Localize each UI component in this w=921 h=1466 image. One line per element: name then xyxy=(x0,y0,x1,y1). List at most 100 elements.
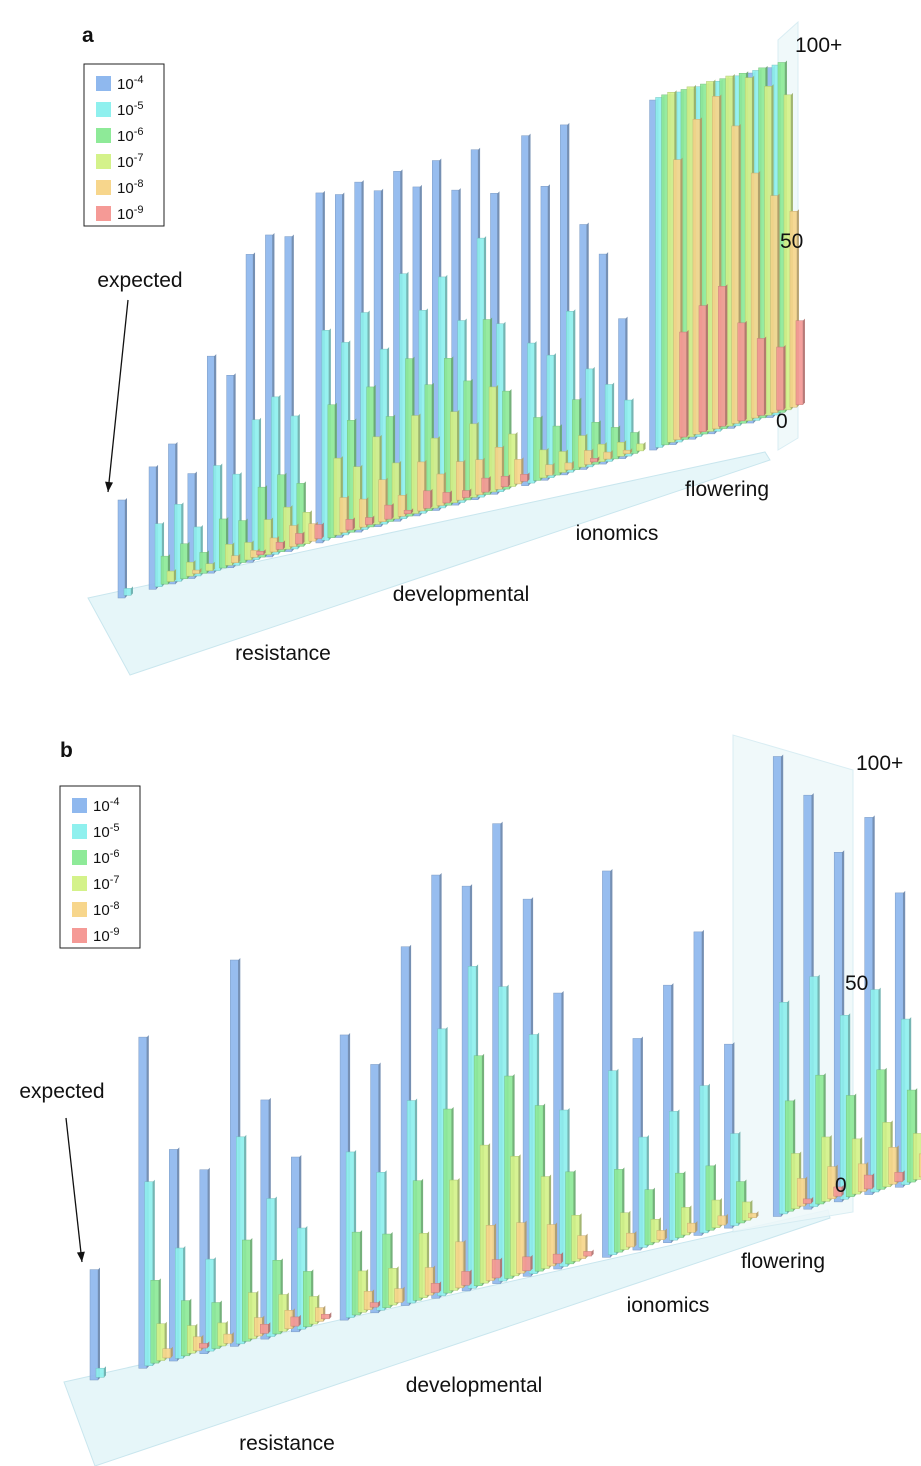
group-label: ionomics xyxy=(576,522,659,545)
bar-segment xyxy=(260,1323,269,1334)
bar-side xyxy=(430,488,433,509)
bar-stack xyxy=(339,1032,381,1321)
bar-stack xyxy=(833,850,875,1203)
bar-side xyxy=(783,345,786,411)
bar-stack xyxy=(117,498,133,599)
bar-side xyxy=(372,515,375,525)
legend-swatch xyxy=(72,876,87,891)
bar-stack xyxy=(168,441,202,585)
panel-label: a xyxy=(82,24,94,47)
bar-segment xyxy=(795,320,804,405)
bar-stack xyxy=(553,991,594,1270)
bar-side xyxy=(439,1281,442,1293)
z-tick-label: 100+ xyxy=(856,752,903,775)
bar-side xyxy=(131,586,133,596)
bar-side xyxy=(469,488,472,498)
bar-stack xyxy=(490,191,530,495)
legend-swatch xyxy=(96,76,111,91)
bar-side xyxy=(705,303,708,432)
bar-side xyxy=(552,462,555,476)
bar-side xyxy=(630,448,633,454)
bar-side xyxy=(643,441,646,451)
bar-segment xyxy=(95,1367,105,1378)
bar-side xyxy=(321,522,324,539)
bar-segment xyxy=(117,499,126,599)
bar-segment xyxy=(166,570,175,582)
bar-segment xyxy=(256,551,264,556)
bar-side xyxy=(199,568,202,574)
bar-side xyxy=(391,503,394,520)
bar-segment xyxy=(748,1212,757,1219)
bar-side xyxy=(571,460,574,470)
bar-segment xyxy=(656,1230,666,1240)
bar-segment xyxy=(394,1288,403,1303)
bar-side xyxy=(174,569,177,582)
bar-side xyxy=(902,1170,905,1182)
bar-stack xyxy=(245,252,286,563)
bar-segment xyxy=(199,1343,208,1349)
bar-stack xyxy=(649,90,689,451)
bar-stack xyxy=(412,184,452,517)
bar-segment xyxy=(192,569,200,574)
group-label: resistance xyxy=(235,642,331,665)
bar-stack xyxy=(663,983,698,1244)
bar-segment xyxy=(756,338,765,416)
bar-side xyxy=(170,1346,173,1358)
annotation-arrowhead xyxy=(76,1251,85,1262)
bar-stack xyxy=(693,929,728,1236)
bar-segment xyxy=(584,450,592,465)
bar-stack xyxy=(230,958,271,1347)
bar-side xyxy=(500,1257,503,1278)
panel-label: b xyxy=(60,739,73,762)
bar-stack xyxy=(602,868,637,1258)
legend-swatch xyxy=(72,850,87,865)
bar-side xyxy=(268,1322,271,1334)
bar-side xyxy=(561,1252,564,1264)
bar-side xyxy=(104,1366,106,1378)
legend-exponent: -6 xyxy=(134,126,144,138)
bar-segment xyxy=(403,509,412,514)
bar-stack xyxy=(864,815,905,1195)
bar-segment xyxy=(481,477,489,493)
bar-side xyxy=(449,490,452,503)
bar-side xyxy=(302,531,305,544)
bar-side xyxy=(283,540,286,550)
bar-segment xyxy=(314,524,323,539)
bar-segment xyxy=(564,462,573,471)
bar-segment xyxy=(679,331,687,438)
legend-swatch xyxy=(72,928,87,943)
bar-stack xyxy=(724,1042,759,1229)
bar-segment xyxy=(616,442,625,457)
bar-segment xyxy=(718,285,726,427)
group-label: resistance xyxy=(239,1432,335,1455)
bar-stack xyxy=(492,821,533,1284)
bar-stack xyxy=(226,373,266,569)
bar-segment xyxy=(776,346,784,411)
legend-exponent: -8 xyxy=(110,900,120,912)
floor-plane xyxy=(63,1209,831,1466)
bar-side xyxy=(527,472,530,482)
bar-stack xyxy=(765,60,805,418)
bar-segment xyxy=(442,492,451,504)
bar-side xyxy=(591,1249,594,1257)
bar-side xyxy=(263,549,266,555)
legend-exponent: -9 xyxy=(110,926,120,938)
bar-segment xyxy=(500,475,509,487)
z-tick-label: 50 xyxy=(780,230,803,253)
bar-side xyxy=(841,1184,844,1197)
bar-stack xyxy=(894,890,921,1188)
bar-segment xyxy=(622,449,631,454)
bar-segment xyxy=(321,1313,330,1320)
bar-stack xyxy=(431,873,472,1299)
legend-swatch xyxy=(72,902,87,917)
legend-exponent: -7 xyxy=(134,152,144,164)
bar-segment xyxy=(89,1269,99,1381)
z-tick-label: 50 xyxy=(845,972,868,995)
bar-segment xyxy=(717,1215,727,1226)
bar-stack xyxy=(169,1147,210,1362)
bar-side xyxy=(298,1314,301,1327)
bar-stack xyxy=(138,1035,173,1369)
bar-side xyxy=(488,476,491,493)
bar-stack xyxy=(370,1062,405,1314)
